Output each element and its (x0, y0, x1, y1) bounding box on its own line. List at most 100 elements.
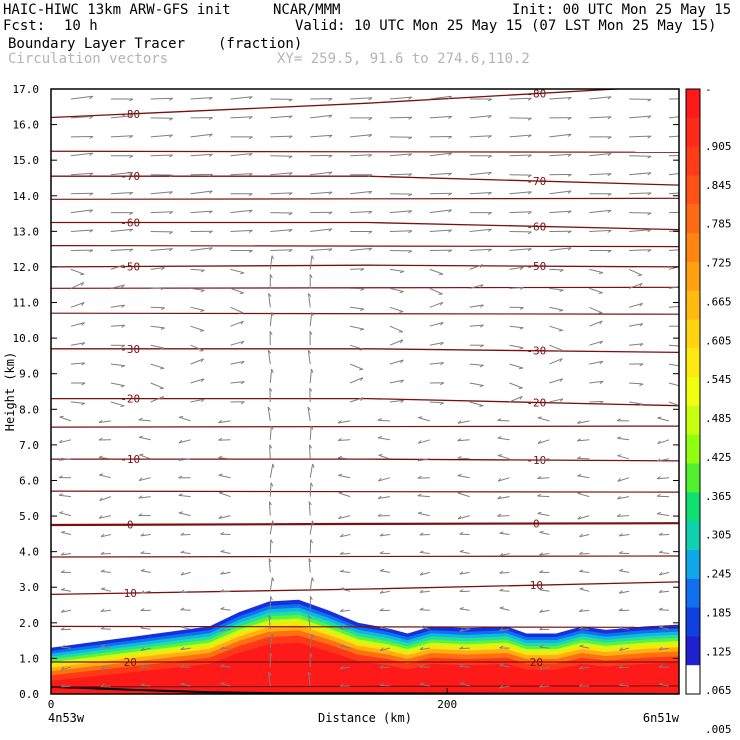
wind-vector-head (140, 683, 145, 686)
y-tick-label: 10.0 (13, 332, 40, 345)
wind-vector (657, 439, 670, 445)
wind-vector (309, 539, 312, 554)
wind-vector-head (268, 671, 272, 676)
wind-vector-head (579, 665, 583, 670)
wind-vector (389, 153, 412, 157)
wind-vector-head (480, 324, 484, 328)
wind-vector (59, 416, 72, 422)
wind-vector (218, 474, 231, 479)
wind-vector-head (100, 569, 105, 572)
wind-vector-head (537, 458, 542, 462)
wind-vector-head (607, 193, 612, 197)
wind-vector-head (310, 539, 313, 544)
wind-vector-head (659, 625, 664, 628)
wind-vector-head (607, 136, 612, 140)
wind-vector-head (368, 174, 373, 178)
wind-vector-head (359, 328, 364, 331)
wind-vector (190, 268, 205, 271)
wind-vector-head (240, 381, 245, 385)
wind-vector (340, 588, 351, 592)
wind-vector-head (619, 568, 624, 572)
wind-vector-head (169, 154, 173, 158)
x-tick-label: 200 (437, 698, 457, 711)
wind-vector-head (617, 436, 622, 439)
wind-vector-head (647, 135, 652, 139)
wind-vector (308, 501, 311, 516)
wind-vector-head (121, 324, 126, 328)
wind-vector (110, 304, 125, 308)
wind-vector-head (459, 682, 464, 685)
wind-vector (110, 363, 125, 367)
wind-vector-head (340, 587, 345, 590)
wind-vector (340, 534, 351, 538)
wind-vector-head (599, 340, 604, 345)
wind-vector (270, 115, 293, 119)
wind-vector (269, 539, 272, 554)
wind-vector-head (618, 683, 624, 686)
wind-vector (377, 419, 390, 422)
wind-vector-head (639, 303, 643, 307)
wind-vector (110, 382, 125, 387)
wind-vector (419, 683, 430, 687)
y-tick-label: 15.0 (13, 154, 40, 167)
wind-vector (429, 172, 452, 176)
wind-vector (338, 439, 351, 441)
wind-vector (61, 589, 72, 592)
wind-vector (549, 190, 572, 195)
wind-vector (389, 325, 403, 333)
wind-vector-head (519, 395, 523, 400)
y-tick-label: 7.0 (19, 439, 39, 452)
wind-vector-head (59, 439, 63, 444)
contour-line--80 (51, 89, 628, 119)
wind-vector-head (497, 436, 502, 439)
wind-vector (658, 534, 670, 536)
tracer-band-10 (51, 642, 679, 694)
wind-vector (589, 360, 604, 365)
contour-label: -30 (120, 343, 140, 356)
wind-vector (419, 609, 430, 611)
wind-vector-head (81, 362, 86, 366)
wind-vector-head (527, 211, 532, 215)
wind-vector (349, 397, 364, 403)
wind-vector (629, 323, 643, 327)
wind-vector-head (339, 683, 344, 687)
wind-vector-head (180, 550, 185, 553)
wind-vector-head (527, 134, 532, 138)
wind-vector (70, 152, 93, 157)
wind-vector (549, 97, 572, 100)
wind-vector (629, 382, 644, 385)
wind-vector (539, 609, 550, 613)
wind-vector-head (368, 190, 373, 195)
wind-vector-head (100, 644, 106, 647)
wind-vector (270, 172, 293, 176)
wind-vector (180, 626, 191, 630)
wind-vector-head (539, 570, 544, 573)
wind-vector-head (440, 322, 444, 326)
wind-vector-head (240, 272, 245, 275)
wind-vector-head (497, 418, 502, 421)
wind-vector-head (499, 531, 504, 534)
wind-vector-head (448, 229, 452, 233)
colorbar-cell (686, 117, 700, 148)
wind-vector (309, 255, 313, 270)
wind-vector-head (647, 115, 652, 119)
wind-vector-head (567, 117, 572, 120)
wind-vector-head (98, 419, 103, 424)
wind-vector-head (208, 133, 213, 137)
contour-line--50 (51, 264, 679, 268)
wind-vector (429, 229, 452, 232)
contour-label: -10 (120, 453, 140, 466)
wind-vector-head (161, 267, 165, 271)
wind-vector (429, 401, 444, 404)
wind-vector (469, 264, 483, 270)
wind-vector (419, 571, 430, 576)
wind-vector-head (657, 440, 661, 445)
wind-vector-head (539, 552, 544, 556)
wind-vector-head (417, 475, 422, 479)
wind-vector-head (89, 249, 94, 253)
y-tick-label: 17.0 (13, 83, 40, 96)
contour-label: -50 (526, 260, 546, 273)
wind-vector (469, 304, 484, 308)
wind-vector (100, 571, 111, 573)
wind-vector (338, 420, 351, 424)
